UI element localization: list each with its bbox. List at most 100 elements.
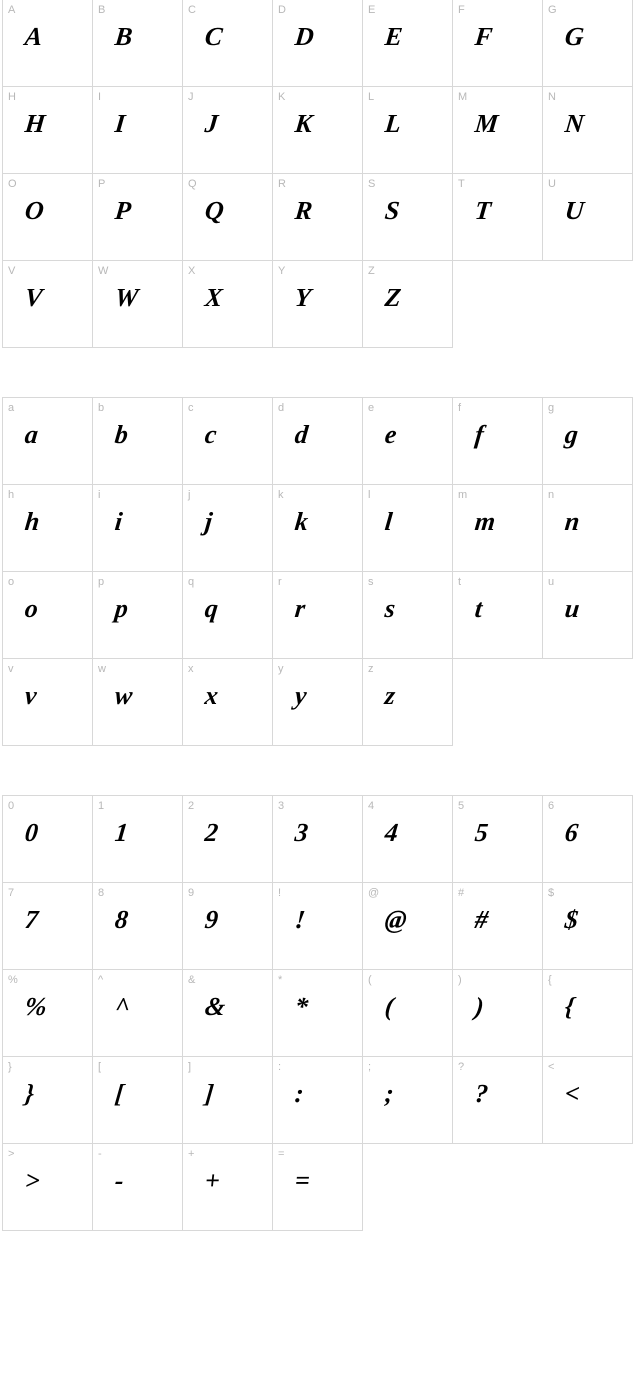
glyph-cell: )) <box>452 969 543 1057</box>
cell-label: w <box>98 663 106 675</box>
cell-glyph: 4 <box>383 818 399 848</box>
cell-glyph: Q <box>203 196 225 226</box>
cell-label: P <box>98 178 105 190</box>
glyph-cell: 11 <box>92 795 183 883</box>
glyph-cell: ** <box>272 969 363 1057</box>
cell-glyph: S <box>383 196 401 226</box>
cell-glyph: k <box>293 507 309 537</box>
glyph-cell: jj <box>182 484 273 572</box>
cell-label: * <box>278 974 282 986</box>
cell-label: 4 <box>368 800 374 812</box>
cell-glyph: o <box>23 594 39 624</box>
cell-label: p <box>98 576 104 588</box>
cell-label: % <box>8 974 18 986</box>
cell-glyph: u <box>563 594 581 624</box>
glyph-cell: mm <box>452 484 543 572</box>
glyph-cell: tt <box>452 571 543 659</box>
cell-label: u <box>548 576 554 588</box>
cell-label: Q <box>188 178 197 190</box>
cell-label: 0 <box>8 800 14 812</box>
cell-glyph: c <box>203 420 218 450</box>
cell-glyph: z <box>383 681 396 711</box>
cell-glyph: F <box>473 22 493 52</box>
glyph-cell: KK <box>272 86 363 174</box>
cell-glyph: % <box>23 992 48 1022</box>
cell-glyph: N <box>563 109 585 139</box>
cell-glyph: 7 <box>23 905 39 935</box>
cell-label: m <box>458 489 467 501</box>
glyph-cell: EE <box>362 0 453 87</box>
glyph-cell: FF <box>452 0 543 87</box>
cell-glyph: + <box>203 1166 221 1196</box>
glyph-cell: == <box>272 1143 363 1231</box>
glyph-cell: bb <box>92 397 183 485</box>
cell-label: X <box>188 265 195 277</box>
glyph-cell: ++ <box>182 1143 273 1231</box>
cell-label: L <box>368 91 374 103</box>
cell-label: f <box>458 402 461 414</box>
glyph-cell: 55 <box>452 795 543 883</box>
cell-glyph: & <box>203 992 226 1022</box>
glyph-cell: kk <box>272 484 363 572</box>
glyph-cell: pp <box>92 571 183 659</box>
glyph-cell: ee <box>362 397 453 485</box>
cell-glyph: 2 <box>203 818 219 848</box>
cell-glyph: r <box>293 594 306 624</box>
cell-glyph: i <box>113 507 123 537</box>
cell-glyph: 3 <box>293 818 309 848</box>
cell-label: s <box>368 576 374 588</box>
cell-glyph: D <box>293 22 315 52</box>
cell-glyph: ) <box>473 992 485 1022</box>
glyph-cell: uu <box>542 571 633 659</box>
cell-label: b <box>98 402 104 414</box>
cell-glyph: f <box>473 420 485 450</box>
cell-glyph: B <box>113 22 133 52</box>
cell-glyph: t <box>473 594 483 624</box>
cell-glyph: ; <box>383 1079 395 1109</box>
section-uppercase: AABBCCDDEEFFGGHHIIJJKKLLMMNNOOPPQQRRSSTT… <box>3 0 640 348</box>
cell-glyph: 0 <box>23 818 39 848</box>
cell-glyph: V <box>23 283 43 313</box>
cell-label: A <box>8 4 15 16</box>
glyph-cell: aa <box>2 397 93 485</box>
glyph-cell: rr <box>272 571 363 659</box>
cell-glyph: x <box>203 681 219 711</box>
cell-glyph: a <box>23 420 39 450</box>
cell-label: 3 <box>278 800 284 812</box>
glyph-cell: PP <box>92 173 183 261</box>
glyph-cell: MM <box>452 86 543 174</box>
cell-glyph: K <box>293 109 313 139</box>
glyph-cell: {{ <box>542 969 633 1057</box>
cell-label: 9 <box>188 887 194 899</box>
glyph-cell: << <box>542 1056 633 1144</box>
glyph-cell: DD <box>272 0 363 87</box>
glyph-cell: OO <box>2 173 93 261</box>
cell-glyph: 5 <box>473 818 489 848</box>
cell-glyph: e <box>383 420 398 450</box>
cell-glyph: : <box>293 1079 305 1109</box>
cell-label: G <box>548 4 557 16</box>
cell-label: @ <box>368 887 379 899</box>
cell-glyph: h <box>23 507 41 537</box>
glyph-cell: ;; <box>362 1056 453 1144</box>
cell-glyph: W <box>113 283 139 313</box>
cell-label: I <box>98 91 101 103</box>
cell-glyph: ! <box>293 905 306 935</box>
cell-glyph: 1 <box>113 818 129 848</box>
glyph-cell: :: <box>272 1056 363 1144</box>
cell-glyph: T <box>473 196 492 226</box>
cell-glyph: Y <box>293 283 312 313</box>
cell-label: E <box>368 4 375 16</box>
glyph-cell: 99 <box>182 882 273 970</box>
cell-label: d <box>278 402 284 414</box>
section-lowercase: aabbccddeeffgghhiijjkkllmmnnooppqqrrsstt… <box>3 398 640 746</box>
glyph-cell: CC <box>182 0 273 87</box>
glyph-cell: GG <box>542 0 633 87</box>
cell-label: U <box>548 178 556 190</box>
cell-label: F <box>458 4 465 16</box>
cell-label: o <box>8 576 14 588</box>
cell-glyph: n <box>563 507 581 537</box>
cell-label: 7 <box>8 887 14 899</box>
glyph-cell: ii <box>92 484 183 572</box>
glyph-cell: QQ <box>182 173 273 261</box>
